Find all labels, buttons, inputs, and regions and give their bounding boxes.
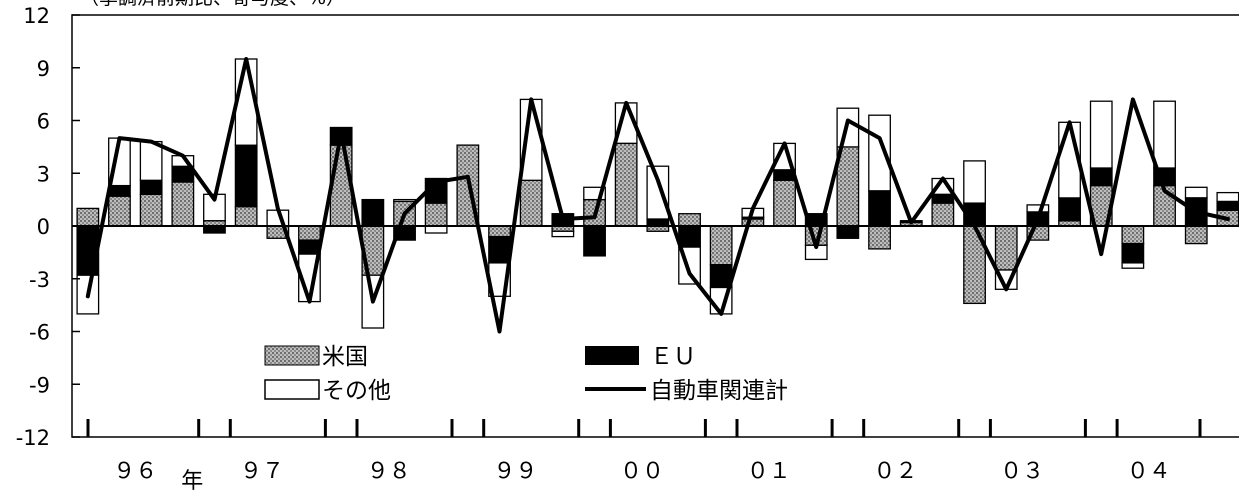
- y-tick-label-1: 9: [37, 57, 50, 81]
- bar-gray-33: [1121, 225, 1145, 245]
- legend-swatch-eu: [585, 346, 639, 365]
- bar-white-15: [551, 230, 575, 238]
- bar-gray-1: [108, 195, 131, 227]
- y-tick-label-0: 12: [23, 4, 50, 28]
- axes-group: [71, 14, 1239, 438]
- bar-black-5: [234, 144, 258, 208]
- bar-gray-29: [994, 225, 1018, 271]
- x-year-label-0: ９６: [113, 459, 157, 484]
- bar-black-9: [361, 198, 385, 227]
- bar-white-32: [1089, 100, 1113, 169]
- legend-label-eu: ＥＵ: [650, 344, 696, 370]
- bar-black-1: [108, 184, 131, 197]
- bar-black-24: [836, 225, 860, 239]
- x-year-labels: ９６ 年 ９７ ９８ ９９ ００ ０１ ０２ ０３ ０４: [113, 459, 1170, 491]
- bar-white-36: [1216, 191, 1239, 203]
- legend-label-other: その他: [322, 378, 391, 404]
- x-year-label-4: ９９: [493, 459, 537, 484]
- bar-black-2: [139, 179, 163, 196]
- legend-swatch-other: [264, 379, 320, 400]
- y-tick-label-8: -12: [16, 426, 50, 450]
- y-tick-label-4: 0: [37, 215, 50, 239]
- bar-gray-35: [1184, 225, 1208, 245]
- bar-white-2: [139, 140, 163, 181]
- bar-white-35: [1184, 186, 1208, 199]
- bar-gray-11: [424, 202, 448, 227]
- y-tick-label-6: -6: [29, 321, 50, 345]
- x-year-label-2: ９７: [240, 459, 284, 484]
- bars-group: [76, 58, 1239, 329]
- bar-gray-27: [931, 202, 955, 227]
- bar-black-19: [678, 225, 701, 248]
- total-line: [85, 57, 1230, 334]
- bar-black-33: [1121, 242, 1145, 264]
- unit-label: （季調済前期比、寄与度、%）: [80, 0, 345, 9]
- bar-gray-17: [614, 142, 638, 227]
- bar-white-11: [424, 225, 448, 234]
- bar-white-10: [393, 198, 416, 203]
- bar-gray-0: [76, 207, 100, 227]
- x-year-label-7: ０２: [873, 459, 917, 484]
- y-tick-label-5: -3: [29, 268, 50, 292]
- y-tick-label-3: 3: [37, 162, 50, 186]
- x-year-label-5: ００: [620, 459, 664, 484]
- bar-gray-13: [488, 225, 511, 238]
- bar-white-34: [1153, 100, 1176, 169]
- bar-black-16: [583, 225, 606, 257]
- bar-black-27: [931, 193, 955, 204]
- bar-black-32: [1089, 167, 1113, 187]
- bar-gray-20: [709, 225, 733, 266]
- x-year-label-9: ０４: [1127, 459, 1171, 484]
- y-tick-labels: 12 9 6 3 0 -3 -6 -9 -12: [16, 4, 50, 450]
- bar-black-18: [646, 218, 670, 227]
- bar-white-33: [1121, 262, 1145, 269]
- bar-gray-19: [678, 213, 701, 227]
- bar-white-18: [646, 165, 670, 220]
- bar-black-4: [203, 225, 226, 234]
- line-layer: [85, 57, 1230, 334]
- legend-label-total: 自動車関連計: [650, 378, 788, 404]
- bar-white-28: [963, 160, 986, 204]
- bar-gray-25: [868, 225, 891, 250]
- x-year-label-3: ９８: [367, 459, 411, 484]
- bar-black-13: [488, 235, 511, 264]
- bar-gray-5: [234, 206, 258, 227]
- bar-gray-3: [171, 181, 195, 227]
- legend-label-us: 米国: [322, 344, 368, 370]
- bar-gray-22: [773, 179, 796, 227]
- bar-black-25: [868, 190, 891, 227]
- y-tick-label-7: -9: [29, 373, 50, 397]
- bar-black-36: [1216, 200, 1239, 211]
- legend: 米国 ＥＵ その他 自動車関連計: [264, 344, 788, 404]
- y-tick-label-2: 6: [37, 110, 50, 134]
- legend-swatch-us: [264, 345, 320, 366]
- bar-gray-2: [139, 193, 163, 227]
- bar-gray-14: [519, 179, 543, 227]
- bar-white-30: [1026, 204, 1050, 213]
- x-year-label-1: 年: [181, 469, 203, 491]
- bar-gray-7: [298, 225, 321, 241]
- x-year-label-8: ０３: [1000, 459, 1044, 484]
- bar-black-31: [1058, 197, 1081, 222]
- bar-gray-8: [329, 144, 353, 227]
- x-year-label-6: ０１: [747, 459, 791, 484]
- bar-gray-21: [741, 218, 765, 227]
